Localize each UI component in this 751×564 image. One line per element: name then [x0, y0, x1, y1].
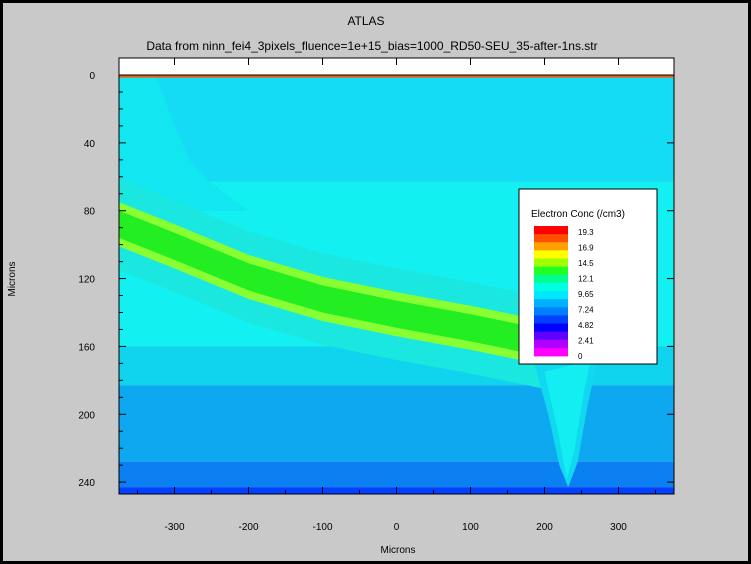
x-tick-label-3: 0 [394, 522, 400, 533]
y-tick-label-1: 40 [84, 139, 96, 150]
legend-level-8: 0 [578, 352, 583, 361]
legend-level-5: 7.24 [578, 306, 594, 315]
legend-title: Electron Conc (/cm3) [531, 209, 625, 220]
band-core [119, 210, 575, 367]
y-tick-label-6: 240 [78, 478, 95, 489]
legend-swatch-3 [534, 250, 568, 259]
atlas-plot: ATLAS Data from ninn_fei4_3pixels_fluenc… [7, 14, 675, 556]
x-tick-label-4: 100 [462, 522, 479, 533]
legend-swatch-10 [534, 307, 568, 316]
legend-level-0: 19.3 [578, 228, 594, 237]
plot-top-margin [119, 58, 674, 75]
legend-swatch-5 [534, 266, 568, 276]
x-tick-label-5: 200 [536, 522, 553, 533]
y-tick-label-4: 160 [78, 342, 95, 353]
legend-swatch-11 [534, 315, 568, 324]
chart-subtitle: Data from ninn_fei4_3pixels_fluence=1e+1… [146, 39, 597, 53]
legend-level-7: 2.41 [578, 337, 594, 346]
band-3 [119, 385, 674, 462]
legend-swatch-4 [534, 258, 568, 268]
legend-swatch-7 [534, 282, 568, 292]
dip-inner [544, 359, 591, 479]
band-0 [119, 75, 674, 182]
y-axis-label: Microns [7, 261, 18, 296]
y-tick-label-3: 120 [78, 275, 95, 286]
legend-level-6: 4.82 [578, 321, 594, 330]
legend-swatch-1 [534, 234, 568, 243]
legend-swatch-0 [534, 226, 568, 235]
legend-swatch-12 [534, 323, 568, 333]
legend-swatch-6 [534, 274, 568, 284]
chart-title: ATLAS [347, 14, 384, 28]
x-tick-label-1: -200 [238, 522, 258, 533]
legend-level-3: 12.1 [578, 275, 594, 284]
x-tick-label-2: -100 [312, 522, 332, 533]
legend-level-4: 9.65 [578, 290, 594, 299]
x-tick-label-6: 300 [610, 522, 627, 533]
x-tick-label-0: -300 [164, 522, 184, 533]
legend-swatch-14 [534, 339, 568, 349]
surface-layer [119, 75, 674, 78]
legend-swatches [534, 226, 568, 357]
plot-window: ATLAS Data from ninn_fei4_3pixels_fluenc… [3, 3, 748, 561]
y-tick-label-0: 0 [89, 71, 95, 82]
y-tick-label-2: 80 [84, 207, 96, 218]
legend-level-1: 16.9 [578, 244, 594, 253]
legend-level-2: 14.5 [578, 259, 594, 268]
legend: Electron Conc (/cm3) 19.3 16.9 14.5 12.1 9.6… [518, 188, 658, 365]
band-4 [119, 461, 674, 488]
legend-swatch-2 [534, 242, 568, 251]
legend-swatch-13 [534, 331, 568, 341]
y-axis: 0 40 80 120 160 200 240 [78, 71, 674, 489]
legend-swatch-8 [534, 291, 568, 300]
x-axis-label: Microns [380, 545, 415, 556]
legend-swatch-9 [534, 299, 568, 308]
x-axis: -300 -200 -100 0 100 200 300 [137, 58, 656, 533]
y-tick-label-5: 200 [78, 410, 95, 421]
legend-swatch-15 [534, 347, 568, 357]
legend-labels: 19.3 16.9 14.5 12.1 9.65 7.24 4.82 2.41 0 [578, 228, 594, 361]
left-funnel [119, 75, 249, 211]
plot-area [119, 58, 674, 494]
